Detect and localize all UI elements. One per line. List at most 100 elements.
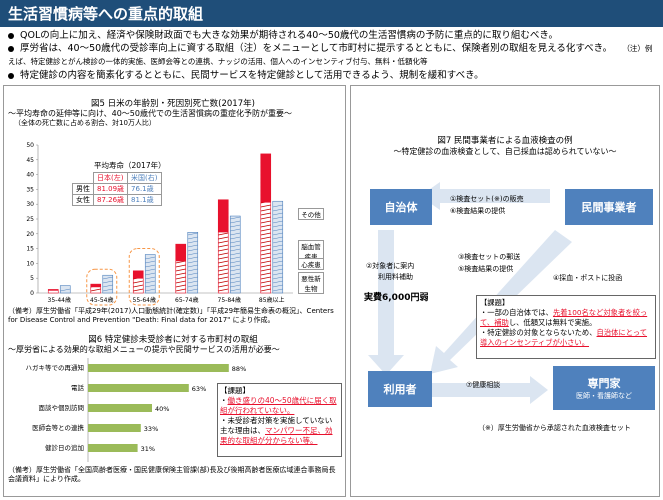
fig5-bar-us-stripe (145, 284, 156, 288)
female-jp: 87.26歳 (92, 194, 129, 206)
fig5-bar-jp-stripe (260, 236, 271, 240)
fig5-bar-us-stripe (187, 244, 198, 248)
fig6-bar (88, 424, 141, 432)
legend-other: その他 (298, 208, 324, 220)
fig7-issue-title: 【課題】 (480, 298, 510, 307)
fig5-bar-us-stripe (230, 252, 241, 256)
fig5-bar-jp-other (133, 270, 144, 279)
male-us: 76.1歳 (127, 183, 162, 195)
fig5-y-tick-label: 20 (26, 231, 34, 238)
fig5-bar-us-stripe (230, 256, 241, 260)
fig5-x-label: 45-54歳 (90, 296, 113, 304)
fig5-y-tick-label: 45 (26, 157, 34, 164)
fig5-bar-jp-stripe (260, 240, 271, 244)
fig5-bar-jp-stripe (218, 232, 229, 236)
fig5-bar-jp-stripe (90, 288, 101, 292)
step-7: ⑦健康相談 (466, 381, 501, 389)
fig5-bar-jp-stripe (260, 212, 271, 216)
fig7-issue-2b: 自治体にとって導入のインセンティブが小さい。 (480, 328, 648, 347)
municipality-box: 自治体 (370, 189, 432, 225)
fig5-bar-jp-stripe (175, 280, 186, 284)
fig5-bar-us-stripe (272, 272, 283, 276)
fig7-issue-1c: し、低額又は無料で実施。 (508, 318, 597, 327)
lifespan-table: 日本(左) 米国(右) 男性 81.09歳 76.1歳 女性 87.26歳 81.1歳 (72, 172, 162, 206)
fig5-bar-jp-other (218, 199, 229, 233)
fig6-bar (88, 404, 152, 412)
female-us: 81.1歳 (127, 194, 162, 206)
fig5-bar-us (187, 232, 199, 294)
fig5-bar-jp-stripe (218, 264, 229, 268)
fig6-bar (88, 364, 229, 372)
fig5-bar-us-stripe (272, 244, 283, 248)
fig5-bar-jp-stripe (260, 264, 271, 268)
fig5-bar-jp-stripe (218, 244, 229, 248)
col-jp: 日本(左) (92, 172, 129, 184)
fig5-bar-us-stripe (272, 256, 283, 260)
bullet-2: 厚労省は、40～50歳代の受診率向上に資する取組（注）をメニューとして市町村に提… (8, 42, 656, 68)
fig5-bar-jp-stripe (175, 268, 186, 272)
fig5-bar-us-stripe (230, 260, 241, 264)
fig5-bar-us-stripe (272, 248, 283, 252)
fig5-bar-us-stripe (187, 272, 198, 276)
fig5-source: （備考）厚生労働省「平成29年(2017)人口動態統計(確定数)」「平成29年簡… (8, 307, 334, 324)
fig7-issue-box: 【課題】 ・一部の自治体では、先着100名など対象者を絞って、補助し、低額又は無… (476, 295, 656, 359)
fig6-value-label: 40% (155, 405, 169, 413)
fig5-y-axis: 0 5 10 15 20 25 30 35 40 45 50 (26, 142, 293, 297)
fig5-bar-jp-stripe (260, 256, 271, 260)
fig6-bar (88, 444, 138, 452)
fig5-bar-us-stripe (187, 256, 198, 260)
fig5-bar-us-stripe (187, 276, 198, 280)
fig5-bar-jp-stripe (260, 228, 271, 232)
fig5-bar-us (272, 200, 284, 294)
title-bar (0, 0, 663, 27)
fig5-bar-us-stripe (230, 272, 241, 276)
arrow-to-municipality (420, 182, 550, 210)
fig5-subtitle: ～平均寿命の延伸等に向け、40～50歳代での生活習慣病の重症化予防が重要～ (8, 109, 292, 118)
fig6-issue-box: 【課題】 ・働き盛りの40～50歳代に届く取組が行われていない。 ・未受診者対策… (217, 383, 342, 457)
fig5-bar-us-stripe (272, 268, 283, 272)
fig6-value-label: 88% (232, 365, 246, 373)
fig5-bar-us-stripe (272, 260, 283, 264)
expert-box: 専門家 医師・看護師など (553, 366, 655, 410)
fig5-bar-jp-stripe (260, 248, 271, 252)
fig7-issue-2a: ・特定健診の対象とならないため、 (480, 328, 597, 337)
fig5-x-label: 35-44歳 (48, 296, 71, 304)
fig5-bar-us-stripe (272, 264, 283, 268)
fig5-bar-us-stripe (230, 216, 241, 220)
fig5-bar-us-stripe (60, 288, 71, 292)
fig5-highlight-oval (86, 268, 118, 306)
fig5-bar-us-stripe (145, 272, 156, 276)
fig5-bar-us (102, 274, 114, 294)
fig5-bar-us-stripe (272, 228, 283, 232)
fig6-bar (88, 384, 189, 392)
left-panel (3, 85, 346, 497)
fig5-bar-us-stripe (272, 276, 283, 280)
fig5-title: 図5 日米の年齢別・死因別死亡数(2017年) (91, 99, 255, 109)
fig6-title: 図6 特定健診未受診者に対する市町村の取組 (88, 335, 258, 345)
fig5-bar-us-stripe (272, 212, 283, 216)
fig5-bar-jp-stripe (218, 268, 229, 272)
fig5-bar-jp-stripe (133, 280, 144, 284)
fig5-bar-us-stripe (145, 260, 156, 264)
fig5-bar-jp-stripe (260, 216, 271, 220)
fig6-chart: ハガキ等での再通知 88% 電話 63% 面談や個別訪問 40% 医師会等との連携 33% 健診… (26, 358, 246, 462)
fig6-value-label: 31% (141, 445, 155, 453)
fig5-y-tick-label: 0 (30, 290, 34, 297)
fig6-issue-1b: 組が行われていない。 (220, 406, 295, 415)
fig5-bar-us-stripe (230, 288, 241, 292)
fig5-bar-us-stripe (102, 288, 113, 292)
bullet-3-text: 特定健診の内容を簡素化するとともに、民間サービスを特定健診として活用できるよう、… (20, 70, 484, 81)
fig7-issue-1a: ・一部の自治体では、 (480, 308, 553, 317)
fig6-subtitle: ～厚労省による効果的な取組メニューの提示や民間サービスの活用が必要～ (8, 345, 280, 354)
fig5-x-label: 75-84歳 (218, 296, 241, 304)
fig5-bar-jp-stripe (260, 244, 271, 248)
fig5-bar-us-stripe (230, 220, 241, 224)
fig5-bar-us-stripe (230, 224, 241, 228)
step-5: ⑤検査結果の提供 (458, 265, 514, 273)
fig5-bar-us-stripe (102, 276, 113, 280)
fig5-bars (47, 153, 284, 306)
fig5-bar-us-stripe (230, 276, 241, 280)
bullet-dot-icon (8, 32, 14, 39)
fig5-bar-us-stripe (145, 268, 156, 272)
legend-cancer: 悪性新生物 (298, 272, 324, 294)
